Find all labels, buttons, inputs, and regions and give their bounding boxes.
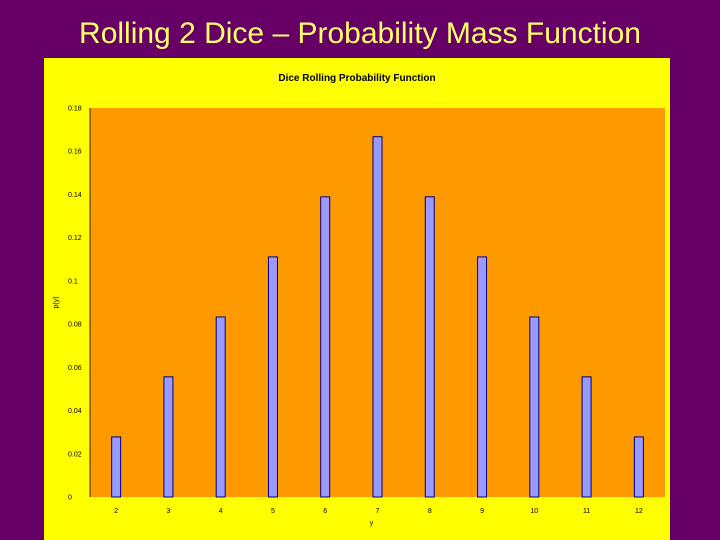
x-tick-label: 3 — [166, 508, 170, 515]
bar-6 — [320, 196, 331, 498]
bar-3 — [163, 376, 174, 498]
bar-8 — [424, 196, 435, 498]
y-tick-label: 0 — [68, 495, 72, 502]
x-tick-label: 7 — [376, 508, 380, 515]
y-tick-label: 0.14 — [68, 192, 82, 199]
y-tick-label: 0.08 — [68, 322, 82, 329]
bar-10 — [529, 316, 540, 498]
y-axis-label: p(y) — [53, 296, 60, 308]
bar-2 — [111, 436, 122, 498]
slide-title: Rolling 2 Dice – Probability Mass Functi… — [79, 17, 641, 50]
x-tick-label: 6 — [323, 508, 327, 515]
bars — [111, 136, 644, 498]
y-tick-label: 0.18 — [68, 106, 82, 113]
bar-4 — [215, 316, 226, 498]
x-tick-label: 10 — [530, 508, 538, 515]
chart-title: Dice Rolling Probability Function — [278, 73, 435, 84]
y-tick-label: 0.06 — [68, 365, 82, 372]
dice-pmf-chart: Dice Rolling Probability Function 00.020… — [53, 73, 665, 527]
x-tick-label: 8 — [428, 508, 432, 515]
y-tick-label: 0.16 — [68, 149, 82, 156]
x-tick-label: 2 — [114, 508, 118, 515]
chart-frame: Dice Rolling Probability Function 0 0.02 0… — [44, 58, 670, 540]
x-tick-label: 9 — [480, 508, 484, 515]
y-axis-ticks: 0 0.02 0.04 0.06 0.08 0.1 0.12 0.14 0.16 0.18 — [68, 106, 82, 502]
y-tick-label: 0.02 — [68, 451, 82, 458]
x-axis-ticks: 2 3 4 5 6 7 8 9 10 11 12 — [114, 508, 643, 515]
bar-7 — [372, 136, 383, 498]
bar-11 — [581, 376, 592, 498]
y-tick-label: 0.12 — [68, 235, 82, 242]
x-tick-label: 4 — [219, 508, 223, 515]
x-axis-label: y — [370, 520, 374, 527]
x-tick-label: 11 — [583, 508, 590, 515]
bar-12 — [633, 436, 644, 498]
bar-9 — [477, 256, 488, 498]
x-tick-label: 12 — [635, 508, 643, 515]
y-tick-label: 0.04 — [68, 408, 82, 415]
y-tick-label: 0.1 — [68, 278, 78, 285]
x-tick-label: 5 — [271, 508, 275, 515]
bar-5 — [267, 256, 278, 498]
